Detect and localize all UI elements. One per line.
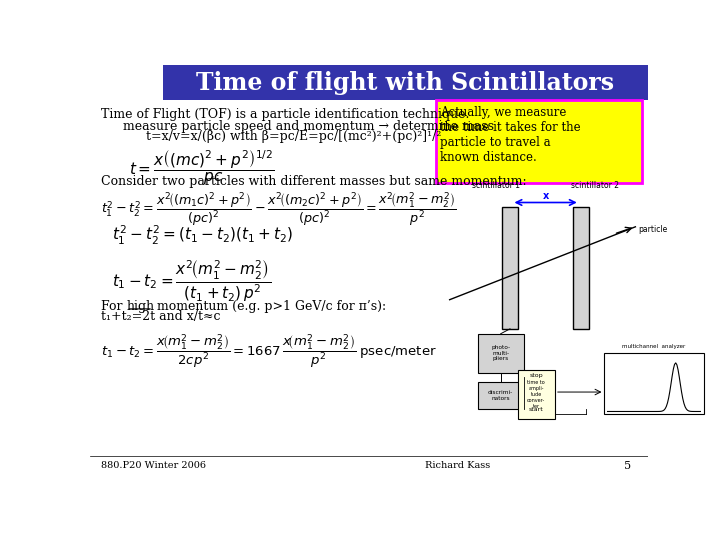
Text: $t = \dfrac{x\left((mc)^2 + p^2\right)^{1/2}}{pc}$: $t = \dfrac{x\left((mc)^2 + p^2\right)^{… <box>129 148 274 187</box>
Text: high: high <box>126 300 154 313</box>
Text: Time of Flight (TOF) is a particle identification technique.: Time of Flight (TOF) is a particle ident… <box>101 109 469 122</box>
Text: x: x <box>542 191 549 201</box>
Text: $t_1 - t_2 = \dfrac{x\!\left(m_1^2 - m_2^2\right)}{2cp^2} = 1667\,\dfrac{x\!\lef: $t_1 - t_2 = \dfrac{x\!\left(m_1^2 - m_2… <box>101 333 437 372</box>
Bar <box>477 382 524 409</box>
Bar <box>163 65 648 100</box>
Bar <box>436 100 642 183</box>
Bar <box>503 207 518 329</box>
Bar <box>477 334 524 373</box>
Text: time to
ampli-
tude
conver-
ter: time to ampli- tude conver- ter <box>527 380 546 409</box>
Text: For: For <box>101 300 127 313</box>
Bar <box>574 207 589 329</box>
Text: measure particle speed and momentum → determine mass: measure particle speed and momentum → de… <box>124 120 495 133</box>
Text: stop: stop <box>529 374 543 379</box>
Bar <box>518 370 555 419</box>
Text: start: start <box>529 408 544 413</box>
Text: $t_1^2 - t_2^2 = (t_1 - t_2)(t_1 + t_2)$: $t_1^2 - t_2^2 = (t_1 - t_2)(t_1 + t_2)$ <box>112 224 293 247</box>
Text: multichannel  analyzer: multichannel analyzer <box>622 345 685 349</box>
Text: Consider two particles with different masses but same momentum:: Consider two particles with different ma… <box>101 175 527 188</box>
Text: $t_1^2 - t_2^2 = \dfrac{x^2\!\left((m_1c)^2 + p^2\right)}{(pc)^2} - \dfrac{x^2\!: $t_1^2 - t_2^2 = \dfrac{x^2\!\left((m_1c… <box>101 191 456 229</box>
Text: 880.P20 Winter 2006: 880.P20 Winter 2006 <box>101 461 206 470</box>
Text: momentum (e.g. p>1 GeV/c for π’s):: momentum (e.g. p>1 GeV/c for π’s): <box>153 300 386 313</box>
Text: $t_1 - t_2 = \dfrac{x^2\!\left(m_1^2 - m_2^2\right)}{(t_1 + t_2)\,p^2}$: $t_1 - t_2 = \dfrac{x^2\!\left(m_1^2 - m… <box>112 258 271 304</box>
Text: t=x/v=x/(βc) with β=pc/E=pc/[(mc²)²+(pc)²]¹/²: t=x/v=x/(βc) with β=pc/E=pc/[(mc²)²+(pc)… <box>145 130 441 143</box>
Bar <box>605 353 703 414</box>
Text: particle: particle <box>639 225 667 234</box>
Text: photo-
multi-
pliers: photo- multi- pliers <box>491 345 510 361</box>
Text: scintillator 1: scintillator 1 <box>472 181 520 190</box>
Text: scintillator 2: scintillator 2 <box>571 181 619 190</box>
Text: Actually, we measure
the time it takes for the
particle to travel a
known distan: Actually, we measure the time it takes f… <box>441 106 581 164</box>
Text: t₁+t₂=2t and x/t≈c: t₁+t₂=2t and x/t≈c <box>101 310 220 323</box>
Text: Time of flight with Scintillators: Time of flight with Scintillators <box>197 71 614 94</box>
Text: discrimi-
nators: discrimi- nators <box>488 390 513 401</box>
Text: 5: 5 <box>624 461 631 471</box>
Text: Richard Kass: Richard Kass <box>425 461 490 470</box>
